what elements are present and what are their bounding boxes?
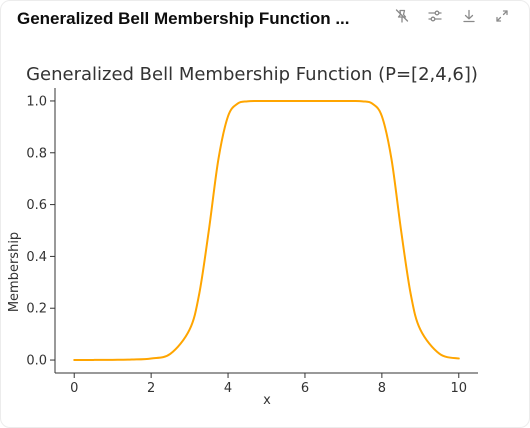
y-tick-label: 0.0 <box>26 354 47 369</box>
y-tick-label: 0.6 <box>26 198 47 213</box>
expand-button[interactable] <box>492 8 512 28</box>
unpin-icon <box>394 8 410 29</box>
y-tick-label: 0.2 <box>26 302 47 317</box>
x-tick-label: 8 <box>378 381 386 396</box>
chart-area: Generalized Bell Membership Function (P=… <box>7 64 478 408</box>
x-tick-label: 6 <box>301 381 309 396</box>
card-title: Generalized Bell Membership Function ... <box>17 9 350 28</box>
y-tick-label: 0.4 <box>26 250 47 265</box>
x-tick-label: 0 <box>70 381 78 396</box>
download-button[interactable] <box>459 8 479 28</box>
card-header: Generalized Bell Membership Function ... <box>0 0 530 38</box>
settings-button[interactable] <box>425 8 445 28</box>
y-tick-label: 0.8 <box>26 146 47 161</box>
y-axis-label: Membership <box>7 232 22 312</box>
membership-curve-line <box>73 99 460 361</box>
series-layer <box>73 99 460 361</box>
axes <box>54 88 478 374</box>
x-tick-label: 10 <box>450 381 467 396</box>
x-axis-label: x <box>263 393 271 408</box>
x-tick-label: 2 <box>147 381 155 396</box>
x-tick-label: 4 <box>224 381 232 396</box>
y-tick-label: 1.0 <box>26 94 47 109</box>
expand-icon <box>494 8 510 29</box>
ticks: 0 2 4 6 8 10 0.0 0.2 0.4 0.6 0.8 1.0 <box>26 94 467 396</box>
unpin-button[interactable] <box>392 8 412 28</box>
settings-sliders-icon <box>427 8 443 29</box>
chart-title: Generalized Bell Membership Function (P=… <box>26 64 478 85</box>
download-icon <box>461 8 477 29</box>
